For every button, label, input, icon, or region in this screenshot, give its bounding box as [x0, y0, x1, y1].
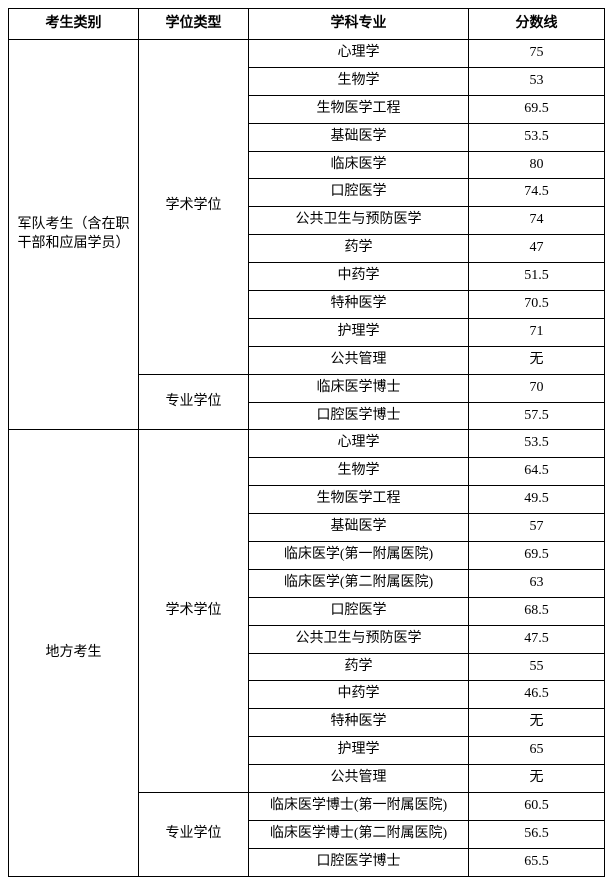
score-cell: 80: [469, 151, 605, 179]
subject-cell: 临床医学博士: [249, 374, 469, 402]
subject-cell: 护理学: [249, 737, 469, 765]
score-cell: 49.5: [469, 486, 605, 514]
subject-cell: 口腔医学博士: [249, 848, 469, 876]
subject-cell: 护理学: [249, 318, 469, 346]
score-cell: 51.5: [469, 263, 605, 291]
subject-cell: 特种医学: [249, 709, 469, 737]
score-cell: 68.5: [469, 597, 605, 625]
score-cell: 65: [469, 737, 605, 765]
subject-cell: 心理学: [249, 430, 469, 458]
subject-cell: 临床医学博士(第二附属医院): [249, 820, 469, 848]
score-cell: 69.5: [469, 542, 605, 570]
score-cell: 57.5: [469, 402, 605, 430]
score-cell: 74: [469, 207, 605, 235]
score-cell: 65.5: [469, 848, 605, 876]
score-cell: 53.5: [469, 123, 605, 151]
subject-cell: 基础医学: [249, 123, 469, 151]
subject-cell: 生物学: [249, 458, 469, 486]
header-degree-type: 学位类型: [139, 9, 249, 40]
score-cell: 75: [469, 40, 605, 68]
subject-cell: 临床医学: [249, 151, 469, 179]
score-cell: 无: [469, 346, 605, 374]
score-cell: 60.5: [469, 793, 605, 821]
subject-cell: 药学: [249, 653, 469, 681]
score-cell: 70.5: [469, 291, 605, 319]
score-cell: 69.5: [469, 95, 605, 123]
score-table: 考生类别 学位类型 学科专业 分数线 军队考生（含在职干部和应届学员） 学术学位…: [8, 8, 605, 877]
score-cell: 47: [469, 235, 605, 263]
score-cell: 53: [469, 67, 605, 95]
subject-cell: 公共管理: [249, 346, 469, 374]
score-cell: 53.5: [469, 430, 605, 458]
subject-cell: 基础医学: [249, 514, 469, 542]
header-subject: 学科专业: [249, 9, 469, 40]
degree-type-cell: 学术学位: [139, 430, 249, 793]
header-category: 考生类别: [9, 9, 139, 40]
score-cell: 47.5: [469, 625, 605, 653]
score-cell: 63: [469, 569, 605, 597]
subject-cell: 公共卫生与预防医学: [249, 625, 469, 653]
subject-cell: 口腔医学: [249, 179, 469, 207]
subject-cell: 特种医学: [249, 291, 469, 319]
subject-cell: 药学: [249, 235, 469, 263]
score-cell: 无: [469, 765, 605, 793]
degree-type-cell: 学术学位: [139, 40, 249, 375]
subject-cell: 中药学: [249, 263, 469, 291]
score-cell: 46.5: [469, 681, 605, 709]
table-header-row: 考生类别 学位类型 学科专业 分数线: [9, 9, 605, 40]
degree-type-cell: 专业学位: [139, 793, 249, 877]
subject-cell: 中药学: [249, 681, 469, 709]
subject-cell: 生物学: [249, 67, 469, 95]
score-cell: 70: [469, 374, 605, 402]
score-cell: 无: [469, 709, 605, 737]
table-row: 地方考生 学术学位 心理学 53.5: [9, 430, 605, 458]
header-score: 分数线: [469, 9, 605, 40]
table-row: 军队考生（含在职干部和应届学员） 学术学位 心理学 75: [9, 40, 605, 68]
subject-cell: 生物医学工程: [249, 95, 469, 123]
score-cell: 57: [469, 514, 605, 542]
score-cell: 64.5: [469, 458, 605, 486]
subject-cell: 临床医学(第二附属医院): [249, 569, 469, 597]
subject-cell: 临床医学博士(第一附属医院): [249, 793, 469, 821]
subject-cell: 心理学: [249, 40, 469, 68]
category-cell: 地方考生: [9, 430, 139, 876]
subject-cell: 公共卫生与预防医学: [249, 207, 469, 235]
score-cell: 55: [469, 653, 605, 681]
subject-cell: 生物医学工程: [249, 486, 469, 514]
subject-cell: 公共管理: [249, 765, 469, 793]
subject-cell: 口腔医学: [249, 597, 469, 625]
subject-cell: 口腔医学博士: [249, 402, 469, 430]
score-cell: 74.5: [469, 179, 605, 207]
subject-cell: 临床医学(第一附属医院): [249, 542, 469, 570]
table-body: 军队考生（含在职干部和应届学员） 学术学位 心理学 75 生物学 53 生物医学…: [9, 40, 605, 877]
score-cell: 56.5: [469, 820, 605, 848]
score-cell: 71: [469, 318, 605, 346]
degree-type-cell: 专业学位: [139, 374, 249, 430]
category-cell: 军队考生（含在职干部和应届学员）: [9, 40, 139, 430]
